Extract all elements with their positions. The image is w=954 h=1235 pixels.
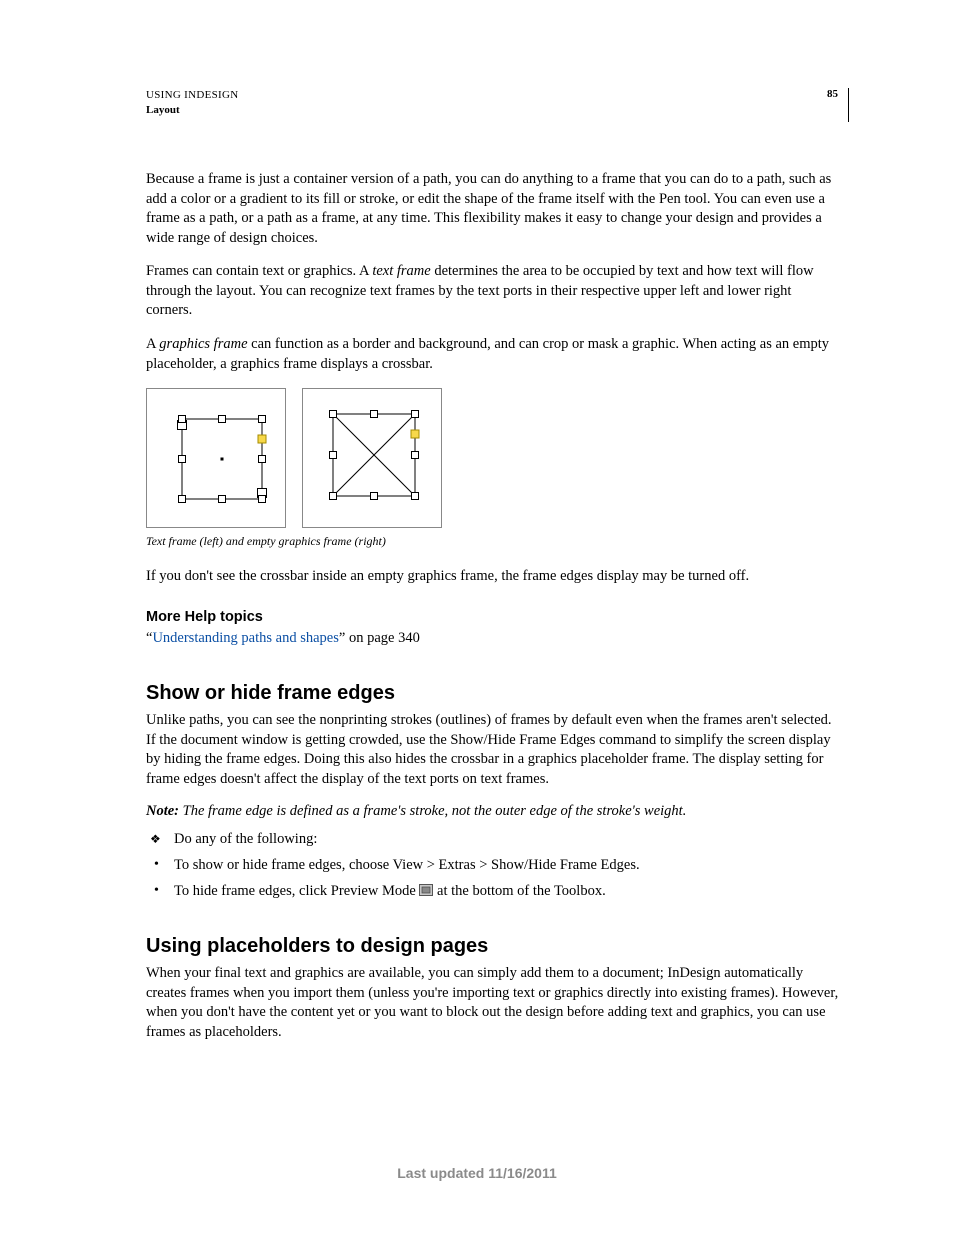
header-left: USING INDESIGN Layout <box>146 88 239 119</box>
help-link-line: “Understanding paths and shapes” on page… <box>146 629 839 649</box>
show-hide-heading: Show or hide frame edges <box>146 682 839 705</box>
intro-paragraph-2: Frames can contain text or graphics. A t… <box>146 262 839 321</box>
p3-term: graphics frame <box>159 336 247 352</box>
text-frame-figure <box>146 388 286 528</box>
p2-pre: Frames can contain text or graphics. A <box>146 263 372 279</box>
p3-pre: A <box>146 336 159 352</box>
preview-mode-icon <box>419 883 433 895</box>
figure-caption: Text frame (left) and empty graphics fra… <box>146 534 839 549</box>
intro-paragraph-3: A graphics frame can function as a borde… <box>146 335 839 374</box>
show-hide-paragraph: Unlike paths, you can see the nonprintin… <box>146 711 839 789</box>
intro-paragraph-1: Because a frame is just a container vers… <box>146 170 839 248</box>
header-section: Layout <box>146 103 239 118</box>
document-page: USING INDESIGN Layout 85 Because a frame… <box>0 0 954 1096</box>
step3-post: at the bottom of the Toolbox. <box>433 883 605 899</box>
after-figure-paragraph: If you don't see the crossbar inside an … <box>146 567 839 587</box>
header-product: USING INDESIGN <box>146 88 239 103</box>
note-label: Note: <box>146 803 179 819</box>
step-menu-path: To show or hide frame edges, choose View… <box>164 856 839 876</box>
help-suffix: ” on page 340 <box>339 630 420 646</box>
text-frame-svg <box>147 389 287 529</box>
page-number: 85 <box>827 88 838 100</box>
graphics-frame-figure <box>302 388 442 528</box>
note-body: The frame edge is defined as a frame's s… <box>179 803 686 819</box>
understanding-paths-link[interactable]: Understanding paths and shapes <box>152 630 338 646</box>
step-preview-mode: To hide frame edges, click Preview Mode … <box>164 882 839 902</box>
step3-pre: To hide frame edges, click Preview Mode <box>174 883 419 899</box>
step-do-any: Do any of the following: <box>164 830 839 850</box>
more-help-heading: More Help topics <box>146 609 839 625</box>
figure-row <box>146 388 839 528</box>
page-footer: Last updated 11/16/2011 <box>0 1165 954 1181</box>
steps-list: Do any of the following: To show or hide… <box>146 830 839 901</box>
p3-post: can function as a border and background,… <box>146 336 829 372</box>
p2-term: text frame <box>372 263 430 279</box>
placeholders-paragraph: When your final text and graphics are av… <box>146 964 839 1042</box>
note-line: Note: The frame edge is defined as a fra… <box>146 803 839 820</box>
placeholders-heading: Using placeholders to design pages <box>146 935 839 958</box>
graphics-frame-svg <box>303 389 443 529</box>
page-header: USING INDESIGN Layout 85 <box>146 88 849 122</box>
